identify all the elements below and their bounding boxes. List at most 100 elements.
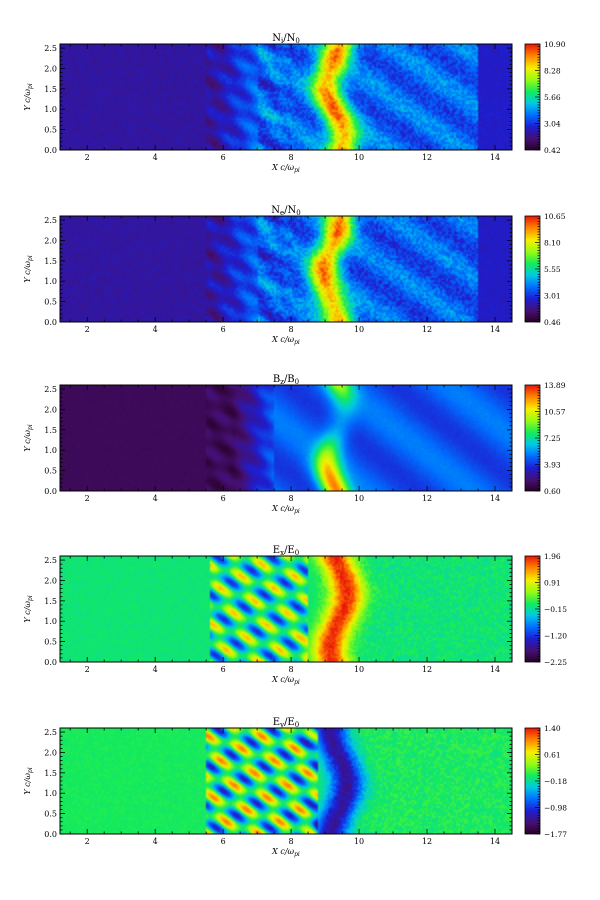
x-tick-label: 12 [422, 837, 432, 846]
colorbar-tick-label: 1.40 [544, 724, 561, 733]
x-tick-label: 10 [354, 665, 364, 674]
colorbar-tick-label: 1.96 [544, 552, 561, 561]
y-tick-label: 1.0 [44, 789, 57, 798]
panel-title: Bz/B0 [273, 374, 299, 386]
x-tick-label: 12 [422, 494, 432, 503]
y-tick-label: 1.0 [44, 617, 57, 626]
y-tick-label: 0.5 [44, 298, 57, 307]
x-tick-label: 6 [221, 837, 226, 846]
x-tick-label: 12 [422, 325, 432, 334]
x-tick-label: 2 [85, 665, 90, 674]
y-tick-label: 1.5 [44, 426, 57, 435]
x-axis-label: X c/ωpi [271, 335, 300, 346]
panel-5: Ey/E0 2 4 6 8 10 12 14 0.0 0.5 1.0 1.5 2.0 2.5 X c/ωpi… [23, 717, 567, 858]
y-tick-label: 1.0 [44, 446, 57, 455]
y-tick-label: 0.5 [44, 638, 57, 647]
y-tick-label: 1.5 [44, 257, 57, 266]
y-tick-label: 2.5 [44, 556, 57, 565]
y-tick-label: 1.0 [44, 105, 57, 114]
y-tick-label: 2.0 [44, 405, 57, 414]
x-axis-label: X c/ωpi [271, 163, 300, 174]
y-tick-label: 0.0 [44, 830, 57, 839]
x-tick-label: 4 [153, 665, 158, 674]
x-tick-label: 10 [354, 494, 364, 503]
x-axis-label: X c/ωpi [271, 504, 300, 515]
colorbar-tick-label: 3.04 [544, 120, 561, 129]
x-tick-label: 14 [490, 665, 500, 674]
heatmap-image [60, 728, 512, 834]
panel-title: Ne/N0 [271, 205, 301, 217]
colorbar-tick-label: 3.01 [544, 292, 561, 301]
colorbar-tick-label: −0.98 [544, 804, 567, 813]
x-tick-label: 8 [289, 325, 294, 334]
y-tick-label: 1.5 [44, 769, 57, 778]
x-tick-label: 14 [490, 153, 500, 162]
x-axis-label: X c/ωpi [271, 847, 300, 858]
colorbar-tick-label: 0.61 [544, 751, 561, 760]
colorbar-tick-label: 8.10 [544, 239, 561, 248]
y-tick-label: 2.0 [44, 576, 57, 585]
x-tick-label: 8 [289, 153, 294, 162]
y-tick-label: 1.0 [44, 277, 57, 286]
x-tick-label: 4 [153, 494, 158, 503]
y-axis-label: Y c/ωpi [23, 424, 34, 451]
panel-title: Ex/E0 [273, 545, 299, 557]
colorbar-tick-label: 7.25 [544, 434, 561, 443]
colorbar-tick-label: −1.77 [544, 830, 567, 839]
colorbar-tick-label: 10.57 [544, 408, 566, 417]
x-tick-label: 14 [490, 325, 500, 334]
x-tick-label: 6 [221, 494, 226, 503]
panel-4: Ex/E0 2 4 6 8 10 12 14 0.0 0.5 1.0 1.5 2.0 2.5 X c/ωpi… [23, 545, 567, 686]
x-tick-label: 2 [85, 325, 90, 334]
x-tick-label: 2 [85, 837, 90, 846]
y-tick-label: 0.0 [44, 318, 57, 327]
colorbar-tick-label: −0.18 [544, 777, 567, 786]
y-tick-label: 2.0 [44, 748, 57, 757]
x-tick-label: 8 [289, 494, 294, 503]
y-axis-label: Y c/ωpi [23, 595, 34, 622]
y-tick-label: 2.5 [44, 728, 57, 737]
colorbar-tick-label: 13.89 [544, 381, 566, 390]
x-tick-label: 10 [354, 153, 364, 162]
x-tick-label: 10 [354, 325, 364, 334]
y-tick-label: 2.5 [44, 216, 57, 225]
panel-2: Ne/N0 2 4 6 8 10 12 14 0.0 0.5 1.0 1.5 2.0 2.5 X c/ωpi… [23, 205, 566, 346]
x-tick-label: 2 [85, 494, 90, 503]
y-tick-label: 2.5 [44, 385, 57, 394]
colorbar-tick-label: 10.90 [544, 40, 566, 49]
y-tick-label: 2.0 [44, 64, 57, 73]
colorbar-tick-label: 5.55 [544, 265, 561, 274]
heatmap-image [60, 44, 512, 150]
x-tick-label: 14 [490, 494, 500, 503]
y-tick-label: 0.0 [44, 658, 57, 667]
x-tick-label: 12 [422, 153, 432, 162]
y-tick-label: 1.5 [44, 85, 57, 94]
colorbar-tick-label: 0.46 [544, 318, 561, 327]
x-tick-label: 4 [153, 837, 158, 846]
y-axis-label: Y c/ωpi [23, 767, 34, 794]
colorbar-tick-label: 0.42 [544, 146, 561, 155]
colorbar-tick-label: −0.15 [544, 605, 567, 614]
x-tick-label: 8 [289, 665, 294, 674]
heatmap-image [60, 216, 512, 322]
y-tick-label: 0.5 [44, 467, 57, 476]
x-tick-label: 2 [85, 153, 90, 162]
y-tick-label: 2.0 [44, 236, 57, 245]
colorbar-tick-label: 0.91 [544, 579, 561, 588]
colorbar-tick-label: −1.20 [544, 632, 567, 641]
y-axis-label: Y c/ωpi [23, 255, 34, 282]
y-tick-label: 0.0 [44, 487, 57, 496]
colorbar-tick-label: 10.65 [544, 212, 566, 221]
heatmap-image [60, 385, 512, 491]
colorbar-tick-label: 5.66 [544, 93, 561, 102]
x-tick-label: 6 [221, 325, 226, 334]
colorbar-tick-label: 0.60 [544, 487, 561, 496]
x-tick-label: 12 [422, 665, 432, 674]
y-tick-label: 0.0 [44, 146, 57, 155]
x-tick-label: 6 [221, 665, 226, 674]
panel-title: Ey/E0 [273, 717, 299, 729]
y-tick-label: 0.5 [44, 810, 57, 819]
y-tick-label: 0.5 [44, 126, 57, 135]
x-tick-label: 4 [153, 325, 158, 334]
